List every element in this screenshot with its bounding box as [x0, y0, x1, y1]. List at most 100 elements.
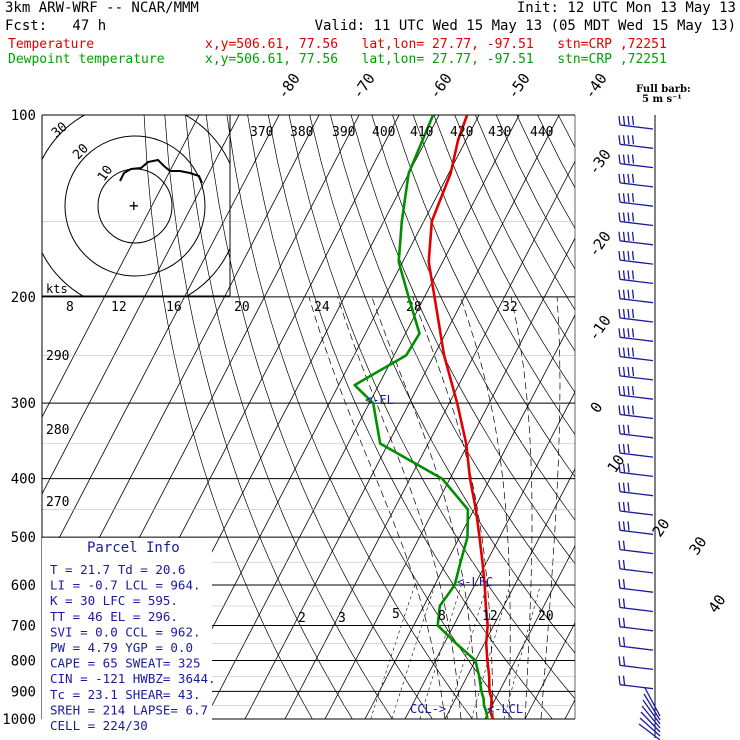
wind-barb — [618, 231, 654, 246]
wind-barb-feather — [631, 405, 635, 415]
wind-barb-feather — [627, 482, 630, 492]
wind-barb-feather — [627, 212, 630, 222]
dry-adiabat — [475, 115, 575, 311]
wind-barb-feather — [622, 579, 626, 589]
wind-barb-feather — [622, 308, 626, 319]
theta-label: 380 — [290, 125, 313, 140]
isotherm-label: 40 — [705, 591, 730, 616]
wind-barb-feather — [618, 559, 621, 569]
dewpoint-legend-info: x,y=506.61, 77.56 lat,lon= 27.77, -97.51… — [205, 52, 667, 67]
wind-barb-staff — [619, 606, 654, 613]
wind-barb-feather — [622, 617, 626, 627]
dry-adiabat — [371, 115, 575, 521]
wind-barb-low — [644, 687, 661, 717]
wind-barb — [618, 154, 654, 169]
wind-barb — [618, 463, 654, 478]
wind-barb-staff — [619, 568, 654, 574]
wind-barb-staff — [619, 317, 654, 323]
dry-adiabat — [454, 115, 575, 352]
wind-barb-staff — [619, 529, 654, 535]
wind-barb-feather — [627, 424, 630, 434]
init-time: Init: 12 UTC Mon 13 May 13 — [516, 0, 736, 16]
wind-barb-feather — [627, 173, 630, 183]
parcel-info-row: T = 21.7 Td = 20.6 — [50, 562, 185, 577]
wind-barb-staff — [619, 162, 654, 169]
wind-barb-feather — [618, 424, 621, 434]
wind-barb-staff — [619, 626, 654, 632]
wind-barb-feather — [618, 154, 621, 164]
wind-barb-feather — [622, 193, 626, 203]
wind-barb-staff — [619, 143, 654, 149]
wind-barb-feather — [622, 289, 626, 299]
parcel-info-row: PW = 4.79 YGP = 0.0 — [50, 640, 193, 655]
isotherm-line — [444, 468, 575, 720]
wind-barb-feather — [618, 347, 621, 357]
pressure-label: 1000 — [2, 712, 36, 728]
wind-barb-feather — [618, 308, 621, 319]
moist-adiabat — [510, 296, 533, 720]
theta-label: 400 — [372, 125, 395, 140]
mixing-ratio-label: 8 — [438, 609, 446, 624]
isotherm-line — [42, 115, 280, 572]
pressure-label: 800 — [11, 653, 36, 669]
hodograph-speed-label: 16 — [166, 300, 182, 315]
theta-label: 410 — [410, 125, 433, 140]
wind-barb-staff — [619, 510, 654, 516]
parcel-info-row: K = 30 LFC = 595. — [50, 593, 178, 608]
wind-barb-feather — [631, 193, 635, 203]
dry-adiabat — [433, 115, 575, 394]
theta-label: 280 — [46, 423, 69, 438]
pressure-label: 200 — [11, 290, 36, 306]
theta-label: 290 — [46, 349, 69, 364]
wind-barb-feather — [618, 231, 621, 241]
wind-barb-feather — [622, 424, 626, 434]
wind-barb-feather — [627, 501, 630, 512]
isotherm-line — [164, 115, 480, 720]
wind-barb-feather — [622, 656, 626, 666]
wind-barb-low — [638, 723, 661, 740]
wind-barb — [618, 521, 654, 535]
model-title: 3km ARW-WRF -- NCAR/MMM — [5, 0, 199, 16]
dry-adiabat — [495, 115, 575, 270]
wind-barb — [618, 540, 654, 555]
wind-barb-feather — [622, 559, 626, 569]
dry-adiabat — [226, 115, 473, 720]
isotherm-label: -40 — [581, 70, 611, 103]
wind-barb-feather — [622, 135, 626, 145]
isotherm-line — [404, 391, 575, 720]
wind-barb-feather — [631, 270, 635, 280]
wind-barb — [618, 270, 654, 285]
wind-barb-staff — [619, 124, 654, 130]
wind-barb-feather — [631, 251, 635, 261]
wind-barb — [618, 193, 654, 207]
wind-barb-feather — [618, 637, 621, 647]
wind-barb-staff — [619, 355, 654, 362]
wind-barb — [618, 212, 654, 227]
wind-barb-feather — [622, 231, 626, 241]
wind-barb-feather — [622, 154, 626, 164]
wind-barb-feather — [631, 366, 635, 376]
wind-barb-feather — [631, 212, 635, 222]
dry-adiabat — [412, 115, 575, 436]
hodograph-speed-label: 12 — [111, 300, 127, 315]
wind-barb-feather — [627, 308, 630, 319]
hodograph-trace — [119, 158, 203, 184]
wind-barb-feather — [622, 366, 626, 376]
wind-barb-feather — [622, 347, 626, 357]
parcel-info-row: SVI = 0.0 CCL = 962. — [50, 624, 201, 639]
parcel-info-row: LI = -0.7 LCL = 964. — [50, 578, 201, 593]
wind-barb-feather — [627, 251, 630, 261]
wind-barb — [618, 328, 654, 342]
isotherm-line — [244, 115, 560, 720]
wind-barb-staff — [619, 394, 654, 400]
hodograph-ring — [64, 135, 206, 277]
isotherm-label: -30 — [585, 146, 615, 179]
wind-barb-feather — [627, 463, 630, 473]
dry-adiabat — [205, 115, 433, 720]
wind-barb — [618, 347, 654, 362]
wind-barb-feather — [627, 521, 630, 531]
temperature-profile — [427, 115, 495, 720]
hodograph-speed-label: 24 — [314, 300, 330, 315]
wind-barb-feather — [622, 675, 626, 685]
